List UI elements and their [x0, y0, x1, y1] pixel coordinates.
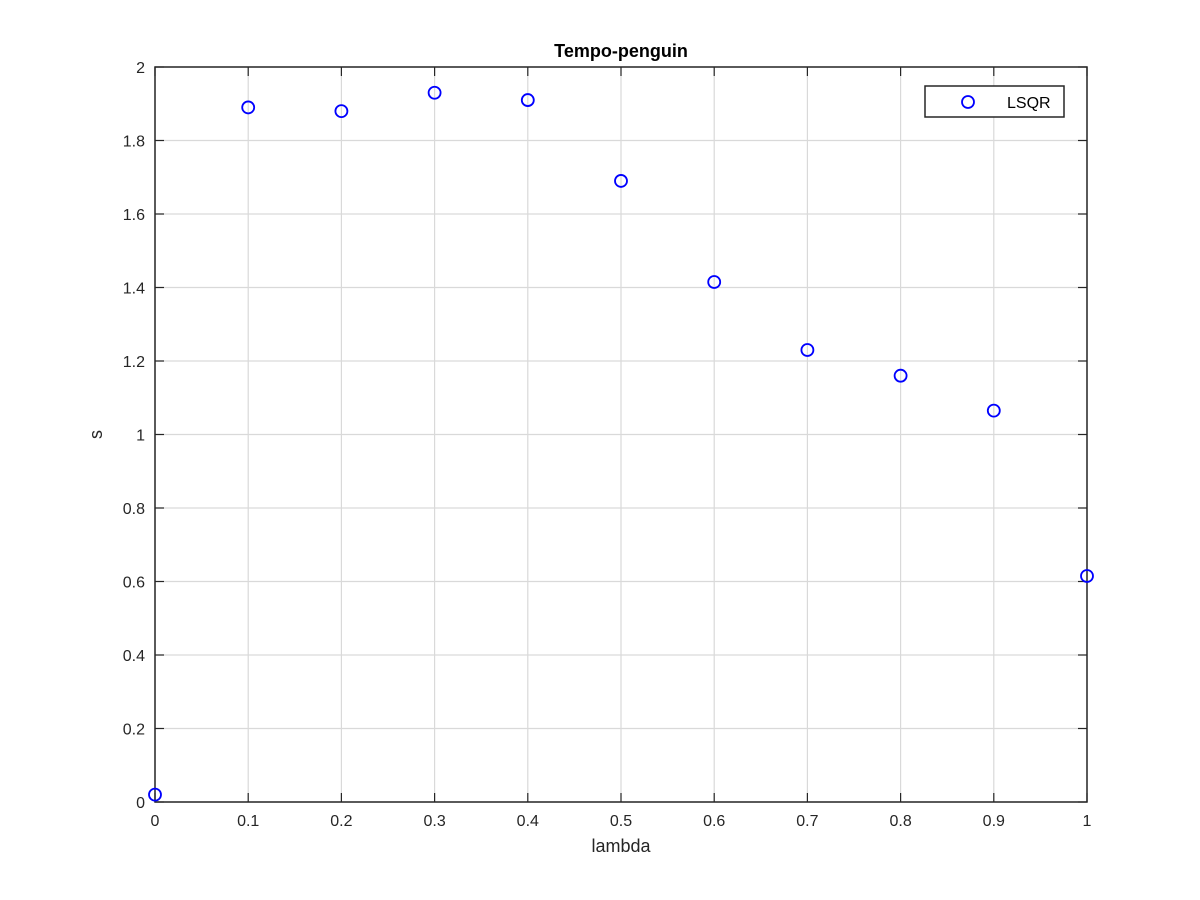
data-point: [148, 787, 162, 802]
x-tick-label: 0.2: [330, 813, 352, 830]
y-tick-label: 0.2: [123, 722, 145, 739]
legend-box: [924, 85, 1065, 118]
data-point: [800, 343, 815, 357]
y-tick-label: 0.4: [123, 648, 145, 665]
x-tick-label: 0.1: [237, 813, 259, 830]
data-point: [986, 403, 1001, 418]
data-point: [893, 368, 908, 383]
x-tick-label: 0: [151, 813, 160, 830]
y-tick-label: 1.6: [123, 207, 145, 224]
y-tick-label: 0.6: [123, 575, 145, 592]
x-tick-label: 0.4: [517, 813, 539, 830]
y-tick-label: 2: [136, 60, 145, 77]
y-tick-label: 1.8: [123, 134, 145, 151]
data-point: [241, 100, 256, 115]
legend: LSQR: [924, 85, 1065, 118]
data-point: [427, 85, 442, 100]
x-tick-label: 0.3: [423, 813, 445, 830]
legend-entry-label: LSQR: [1007, 95, 1051, 112]
x-tick-label: 0.9: [983, 813, 1005, 830]
x-tick-label: 0.5: [610, 813, 632, 830]
data-point: [334, 104, 349, 118]
y-tick-label: 1: [136, 428, 145, 445]
x-tick-label: 0.6: [703, 813, 725, 830]
x-tick-label: 0.7: [796, 813, 818, 830]
legend-marker: [961, 95, 975, 109]
y-tick-labels: 0 0.2 0.4 0.6 0.8 1 1.2 1.4 1.6 1.8 2: [123, 60, 145, 812]
y-tick-label: 1.2: [123, 354, 145, 371]
x-tick-labels: 0 0.1 0.2 0.3 0.4 0.5 0.6 0.7 0.8 0.9 1: [151, 813, 1092, 830]
data-points: [148, 85, 1094, 802]
data-point: [1080, 569, 1094, 583]
y-tick-label: 0.8: [123, 501, 145, 518]
x-tick-label: 0.8: [889, 813, 911, 830]
x-axis-label: lambda: [591, 836, 651, 856]
data-point: [614, 174, 628, 188]
axis-ticks: [154, 66, 1088, 803]
y-tick-label: 0: [136, 795, 145, 812]
x-tick-label: 1: [1083, 813, 1092, 830]
data-point: [707, 275, 722, 289]
y-tick-label: 1.4: [123, 281, 145, 298]
chart-title: Tempo-penguin: [554, 41, 688, 61]
data-point: [520, 93, 535, 107]
y-axis-label: s: [86, 430, 106, 439]
